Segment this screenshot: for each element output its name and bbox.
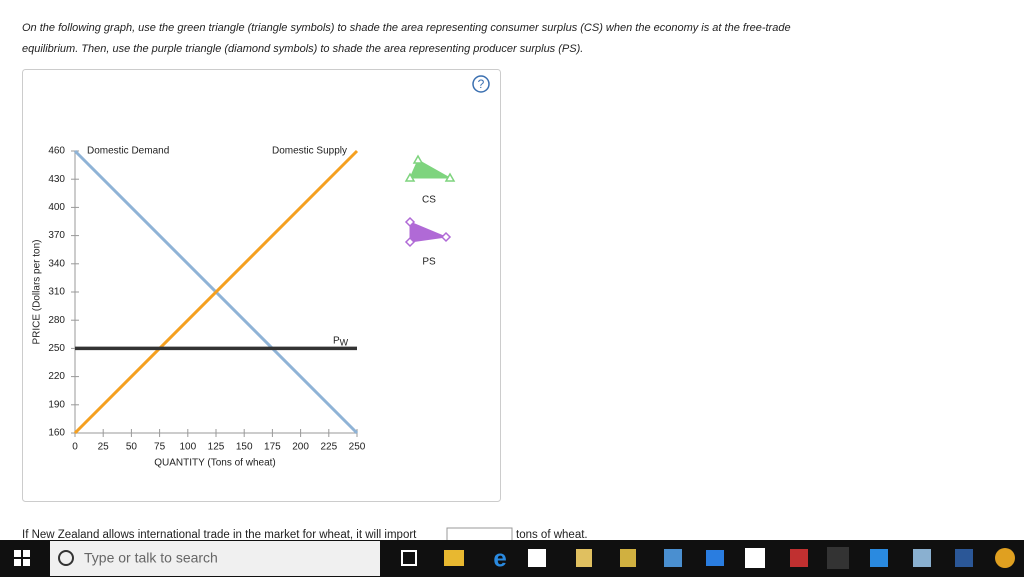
x-tick-label: 25 [98,442,110,453]
x-tick-label: 125 [208,442,225,453]
world-price-label: PW [333,335,349,348]
y-tick-label: 310 [48,287,65,298]
help-icon[interactable] [472,75,490,93]
ps-tool-handle [404,216,416,228]
y-tick-label: 370 [48,230,65,241]
series-line [73,149,359,435]
world-price-sub: W [340,338,349,348]
ps-tool-shape[interactable] [409,221,448,243]
y-tick-label: 220 [48,371,65,382]
app-icon[interactable] [706,550,724,566]
cs-tool-handle [412,154,424,164]
x-tick-label: 150 [236,442,253,453]
x-tick-label: 225 [320,442,337,453]
x-axis-label: QUANTITY (Tons of wheat) [154,458,276,469]
help-text[interactable]: ? [478,77,485,91]
word-icon[interactable] [955,549,973,567]
y-tick-label: 430 [48,174,65,185]
x-tick-label: 100 [179,442,196,453]
world-price-main: P [333,335,340,346]
app-icon[interactable] [664,549,682,567]
app-icon[interactable] [620,549,636,567]
amazon-icon[interactable] [827,547,849,569]
x-tick-label: 175 [264,442,281,453]
start-button[interactable] [14,550,30,566]
task-view[interactable] [401,550,417,566]
explorer-icon[interactable] [444,550,464,566]
y-axis-label: PRICE (Dollars per ton) [32,239,43,344]
y-tick-label: 460 [48,146,65,157]
dropbox-icon[interactable] [745,548,765,568]
x-tick-label: 50 [126,442,138,453]
store-icon[interactable] [528,549,546,567]
ps-tool-handle [440,231,452,243]
x-tick-label: 200 [292,442,309,453]
answer-input[interactable] [446,527,513,543]
onedrive-icon[interactable] [870,549,888,567]
app-icon[interactable] [790,549,808,567]
x-tick-label: 250 [349,442,366,453]
search-box[interactable] [50,541,380,576]
chrome-icon[interactable] [995,548,1015,568]
search-icon [58,550,74,566]
app-icon[interactable] [576,549,592,567]
panel [22,69,501,502]
y-tick-label: 400 [48,202,65,213]
edge-icon[interactable]: e [493,545,506,572]
ps-tool-handle [404,236,416,248]
supply-label: Domestic Supply [272,146,347,157]
x-tick-label: 0 [72,442,78,453]
search-text[interactable]: Type or talk to search [84,550,218,566]
question-after: tons of wheat. [516,529,588,541]
demand-label: Domestic Demand [87,146,169,157]
y-tick-label: 280 [48,315,65,326]
y-tick-label: 250 [48,343,65,354]
x-tick-label: 75 [154,442,166,453]
y-tick-label: 190 [48,399,65,410]
cs-tool-handle [404,172,416,182]
tool-label: CS [422,195,436,206]
cs-tool-handle [444,172,456,182]
y-tick-label: 160 [48,428,65,439]
app-icon[interactable] [913,549,931,567]
tool-label: PS [422,257,436,268]
cs-tool-shape[interactable] [409,159,452,179]
y-tick-label: 340 [48,258,65,269]
instructions: On the following graph, use the green tr… [22,22,791,55]
question-before: If New Zealand allows international trad… [22,529,417,541]
